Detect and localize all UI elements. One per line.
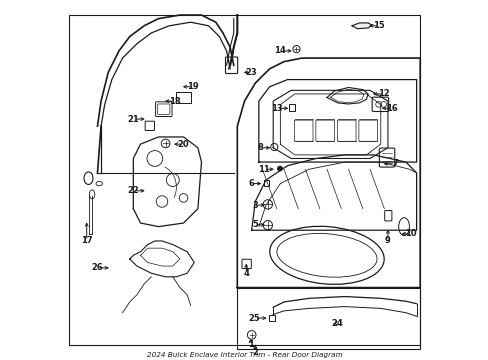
Text: 21: 21 xyxy=(127,114,139,123)
Text: 4: 4 xyxy=(243,269,249,278)
Text: 25: 25 xyxy=(248,314,260,323)
Text: 2024 Buick Enclave Interior Trim - Rear Door Diagram: 2024 Buick Enclave Interior Trim - Rear … xyxy=(146,352,342,358)
Text: 16: 16 xyxy=(386,104,397,113)
Text: 26: 26 xyxy=(91,264,103,273)
Text: 14: 14 xyxy=(274,46,285,55)
Text: 19: 19 xyxy=(186,82,198,91)
Text: 23: 23 xyxy=(245,68,257,77)
Text: 1: 1 xyxy=(247,341,253,350)
Polygon shape xyxy=(351,23,371,29)
Bar xyxy=(237,288,419,348)
Text: 8: 8 xyxy=(257,143,263,152)
Text: 7: 7 xyxy=(391,159,397,168)
Text: 2: 2 xyxy=(252,348,258,357)
Text: 13: 13 xyxy=(270,104,282,113)
Text: 11: 11 xyxy=(258,165,269,174)
Text: 5: 5 xyxy=(252,220,258,229)
Circle shape xyxy=(277,166,282,171)
Text: 17: 17 xyxy=(81,237,92,246)
Text: 18: 18 xyxy=(168,96,180,105)
Text: 9: 9 xyxy=(384,237,390,246)
Text: 12: 12 xyxy=(378,89,389,98)
Text: 24: 24 xyxy=(331,319,343,328)
Text: 15: 15 xyxy=(372,21,384,30)
Text: 6: 6 xyxy=(248,179,254,188)
Text: 20: 20 xyxy=(177,140,189,149)
Text: 22: 22 xyxy=(127,186,139,195)
Text: 3: 3 xyxy=(252,201,258,210)
Text: 10: 10 xyxy=(405,229,416,238)
